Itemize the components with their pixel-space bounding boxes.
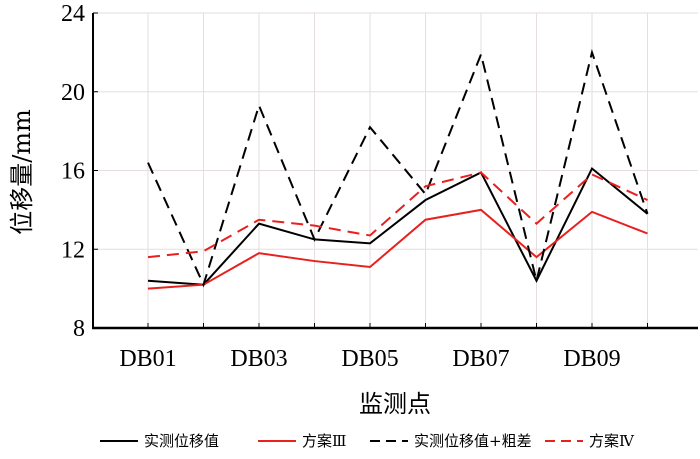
y-tick-labels: 8 12 16 20 24 <box>61 1 85 342</box>
series-line-1 <box>147 166 649 286</box>
x-tick-label: DB05 <box>341 346 398 372</box>
y-tick-label: 16 <box>61 159 85 185</box>
series-line-2 <box>147 208 648 290</box>
series-line-4 <box>147 171 648 259</box>
x-tick-label: DB07 <box>452 346 509 372</box>
y-tick-label: 24 <box>61 1 85 27</box>
y-tick-label: 8 <box>73 316 85 342</box>
legend-label: 方案Ⅲ <box>302 432 346 450</box>
series-lines <box>147 48 649 290</box>
legend-label: 实测位移值 <box>144 432 219 450</box>
axes <box>92 12 698 330</box>
x-tick-label: DB09 <box>563 346 620 372</box>
legend-label: 实测位移值+粗差 <box>414 432 532 450</box>
x-axis-label: 监测点 <box>359 390 431 418</box>
legend-label: 方案Ⅳ <box>589 432 635 450</box>
y-axis-label: 位移量/mm <box>8 109 36 235</box>
x-tick-label: DB03 <box>230 346 287 372</box>
x-tick-labels: DB01 DB03 DB05 DB07 DB09 <box>119 346 620 372</box>
y-tick-label: 12 <box>61 237 85 263</box>
y-tick-label: 20 <box>61 80 85 106</box>
grid <box>93 12 698 329</box>
series-line-3 <box>147 48 649 288</box>
legend: 实测位移值 方案Ⅲ 实测位移值+粗差 方案Ⅳ <box>100 432 635 450</box>
x-tick-label: DB01 <box>119 346 176 372</box>
